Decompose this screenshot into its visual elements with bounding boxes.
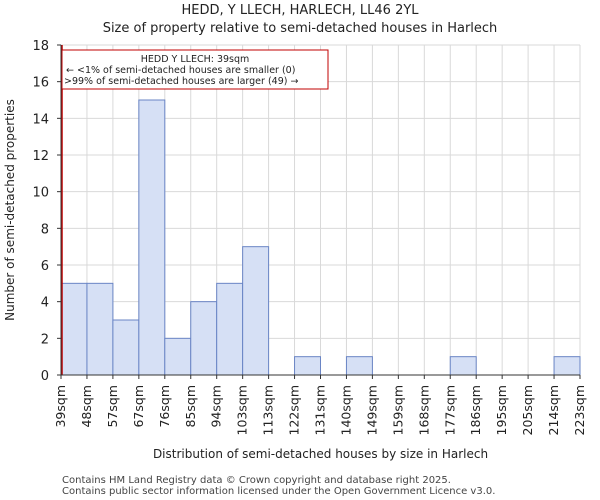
y-tick-label: 8 [41,222,49,237]
y-axis-label: Number of semi-detached properties [3,99,17,321]
y-tick-label: 12 [32,149,49,164]
x-tick-label: 195sqm [494,385,509,435]
bar [138,99,166,376]
x-tick-label: 205sqm [520,385,535,435]
footer-line-2: Contains public sector information licen… [62,486,496,497]
bar [449,356,477,376]
x-tick-label: 159sqm [390,385,405,435]
x-tick-label: 149sqm [364,385,379,435]
bars-group [60,99,581,376]
x-tick-label: 177sqm [442,385,457,435]
x-tick-label: 186sqm [468,385,483,435]
bar [242,246,270,376]
bar [294,356,321,376]
x-tick-label: 76sqm [157,385,172,428]
annotation-line-1: HEDD Y LLECH: 39sqm [141,54,250,65]
y-ticks: 0 2 4 6 8 10 12 14 16 18 [32,39,61,384]
bar [553,356,581,376]
annotation-box: HEDD Y LLECH: 39sqm ← <1% of semi-detach… [61,49,329,90]
x-tick-label: 48sqm [79,385,94,428]
x-tick-label: 168sqm [416,385,431,435]
x-tick-label: 94sqm [209,385,224,428]
bar [216,282,244,376]
bar [86,282,114,376]
x-tick-label: 223sqm [572,385,587,435]
bar [112,319,140,376]
x-tick-label: 131sqm [313,385,328,435]
x-axis-label: Distribution of semi-detached houses by … [153,447,488,461]
x-tick-label: 67sqm [131,385,146,428]
x-tick-label: 214sqm [546,385,561,435]
x-ticks: 39sqm 48sqm 57sqm 67sqm 76sqm 85sqm 94sqm 103sq… [53,375,587,435]
y-tick-label: 6 [41,259,49,274]
x-tick-label: 57sqm [105,385,120,428]
y-tick-label: 2 [41,332,49,347]
chart-subtitle: Size of property relative to semi-detach… [102,21,498,36]
x-tick-label: 113sqm [261,385,276,435]
x-tick-label: 85sqm [183,385,198,428]
y-tick-label: 0 [41,369,49,384]
bar [190,301,218,376]
footer-line-1: Contains HM Land Registry data © Crown c… [62,475,451,486]
x-tick-label: 39sqm [53,385,68,428]
chart-title: HEDD, Y LLECH, HARLECH, LL46 2YL [181,3,419,18]
y-tick-label: 4 [41,296,49,311]
annotation-line-2: ← <1% of semi-detached houses are smalle… [66,65,295,76]
y-tick-label: 16 [32,76,49,91]
y-tick-label: 18 [32,39,49,54]
y-tick-label: 14 [32,112,49,127]
x-tick-label: 140sqm [338,385,353,435]
bar [345,356,373,376]
bar [60,282,88,376]
x-tick-label: 122sqm [287,385,302,435]
x-tick-label: 103sqm [235,385,250,435]
bar [164,337,192,376]
annotation-line-3: >99% of semi-detached houses are larger … [64,76,298,87]
y-tick-label: 10 [32,186,49,201]
